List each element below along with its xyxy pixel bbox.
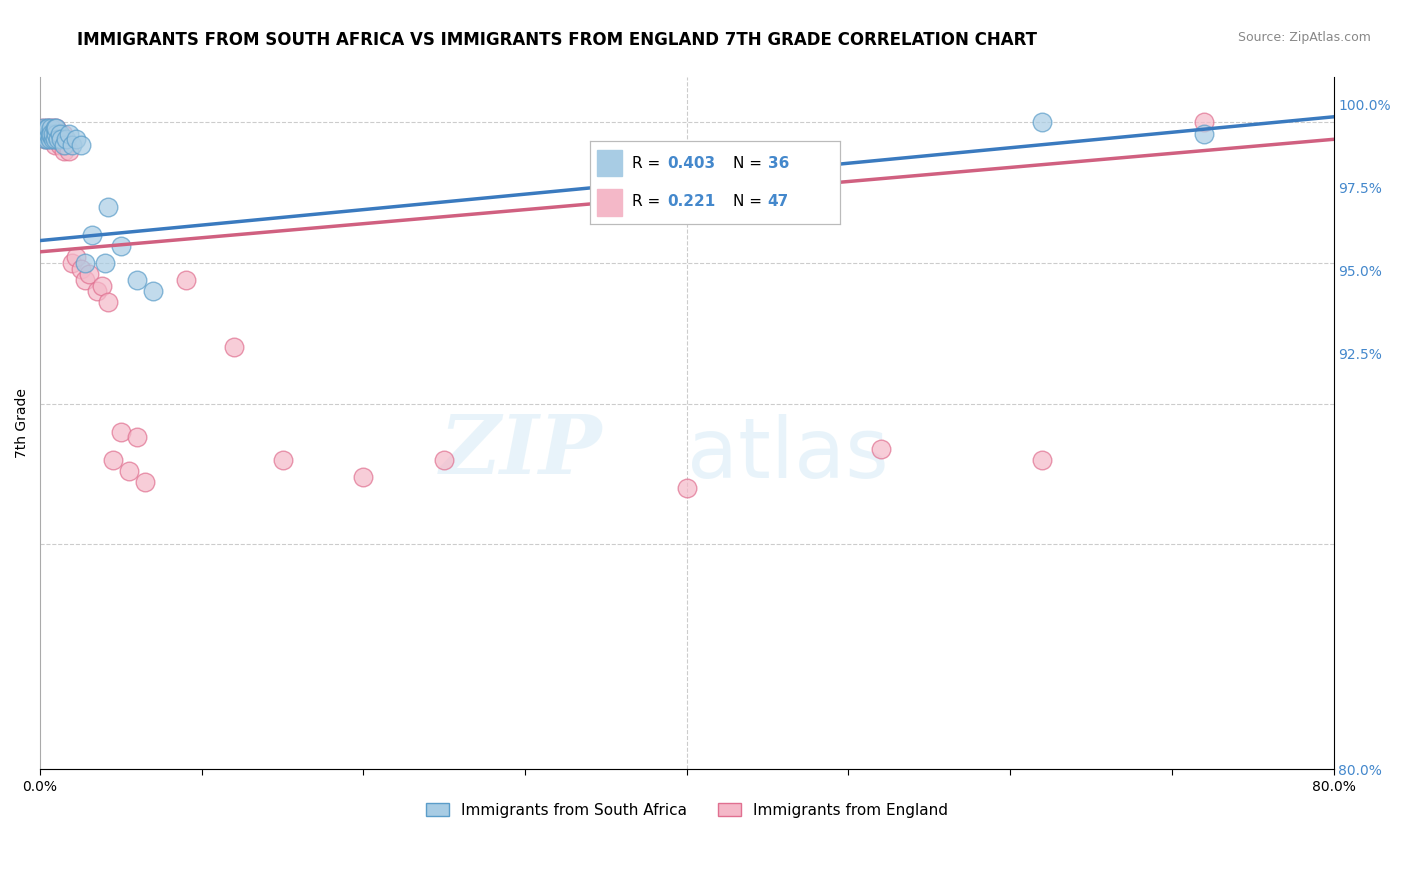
Point bbox=[69, 137, 91, 152]
Point bbox=[44, 132, 66, 146]
Point bbox=[53, 144, 76, 158]
Point bbox=[58, 144, 80, 158]
Point bbox=[42, 132, 65, 146]
Text: N =: N = bbox=[733, 156, 766, 171]
Point bbox=[35, 121, 58, 136]
Point bbox=[44, 137, 66, 152]
Text: R =: R = bbox=[633, 156, 665, 171]
Point bbox=[110, 425, 132, 439]
Point bbox=[45, 132, 67, 146]
Text: atlas: atlas bbox=[686, 414, 889, 495]
Point bbox=[433, 453, 456, 467]
Point bbox=[69, 261, 91, 276]
Point bbox=[86, 284, 108, 298]
Point bbox=[53, 137, 76, 152]
Point bbox=[77, 268, 100, 282]
Point bbox=[1031, 115, 1053, 129]
Bar bbox=[598, 189, 623, 216]
Point bbox=[44, 127, 66, 141]
Point bbox=[32, 121, 55, 136]
Bar bbox=[598, 150, 623, 176]
Point bbox=[224, 341, 246, 355]
Point bbox=[97, 200, 120, 214]
Point bbox=[31, 127, 53, 141]
Point bbox=[118, 464, 141, 478]
Point bbox=[48, 137, 70, 152]
Point bbox=[55, 132, 77, 146]
Point bbox=[42, 127, 65, 141]
Point bbox=[37, 121, 59, 136]
Point bbox=[42, 132, 65, 146]
Point bbox=[31, 127, 53, 141]
Point bbox=[55, 137, 77, 152]
Point bbox=[34, 127, 56, 141]
Point bbox=[37, 127, 59, 141]
Point bbox=[38, 132, 60, 146]
Point bbox=[869, 442, 891, 456]
Point bbox=[675, 481, 697, 495]
Point bbox=[48, 127, 70, 141]
Point bbox=[1031, 453, 1053, 467]
Point bbox=[75, 256, 97, 270]
Point bbox=[45, 121, 67, 136]
Point bbox=[35, 132, 58, 146]
Text: Source: ZipAtlas.com: Source: ZipAtlas.com bbox=[1237, 31, 1371, 45]
Point bbox=[58, 127, 80, 141]
Point bbox=[38, 121, 60, 136]
Point bbox=[52, 127, 75, 141]
Point bbox=[42, 121, 65, 136]
Point bbox=[49, 132, 72, 146]
Point bbox=[41, 121, 63, 136]
Point bbox=[46, 132, 69, 146]
Legend: Immigrants from South Africa, Immigrants from England: Immigrants from South Africa, Immigrants… bbox=[420, 797, 953, 824]
Point bbox=[45, 121, 67, 136]
Text: R =: R = bbox=[633, 194, 665, 209]
Point bbox=[94, 256, 117, 270]
Point bbox=[34, 127, 56, 141]
Point bbox=[38, 127, 60, 141]
Point bbox=[65, 251, 87, 265]
Point bbox=[35, 121, 58, 136]
Point bbox=[37, 132, 59, 146]
Point bbox=[127, 430, 149, 444]
Text: IMMIGRANTS FROM SOUTH AFRICA VS IMMIGRANTS FROM ENGLAND 7TH GRADE CORRELATION CH: IMMIGRANTS FROM SOUTH AFRICA VS IMMIGRAN… bbox=[77, 31, 1038, 49]
Point bbox=[41, 127, 63, 141]
Text: N =: N = bbox=[733, 194, 766, 209]
Point bbox=[1192, 127, 1215, 141]
Point bbox=[97, 295, 120, 310]
Point bbox=[38, 127, 60, 141]
Point bbox=[142, 284, 165, 298]
Point bbox=[65, 132, 87, 146]
Point bbox=[80, 227, 103, 242]
Point bbox=[110, 239, 132, 253]
Point bbox=[1192, 115, 1215, 129]
Point bbox=[46, 127, 69, 141]
Point bbox=[101, 453, 124, 467]
Point bbox=[62, 256, 84, 270]
Point bbox=[41, 132, 63, 146]
Point bbox=[127, 273, 149, 287]
Point bbox=[34, 132, 56, 146]
Text: 36: 36 bbox=[768, 156, 789, 171]
Point bbox=[271, 453, 294, 467]
Point bbox=[37, 127, 59, 141]
Y-axis label: 7th Grade: 7th Grade bbox=[15, 388, 30, 458]
Point bbox=[44, 121, 66, 136]
Point bbox=[49, 132, 72, 146]
Point bbox=[41, 127, 63, 141]
Point bbox=[174, 273, 197, 287]
Point bbox=[353, 470, 375, 484]
Point bbox=[134, 475, 156, 490]
Point bbox=[53, 137, 76, 152]
Text: 0.403: 0.403 bbox=[668, 156, 716, 171]
Point bbox=[75, 273, 97, 287]
Point bbox=[90, 278, 112, 293]
Point bbox=[32, 121, 55, 136]
Text: ZIP: ZIP bbox=[440, 411, 603, 491]
Text: 47: 47 bbox=[768, 194, 789, 209]
Point bbox=[34, 132, 56, 146]
Point bbox=[45, 127, 67, 141]
Text: 0.221: 0.221 bbox=[668, 194, 716, 209]
Point bbox=[62, 137, 84, 152]
